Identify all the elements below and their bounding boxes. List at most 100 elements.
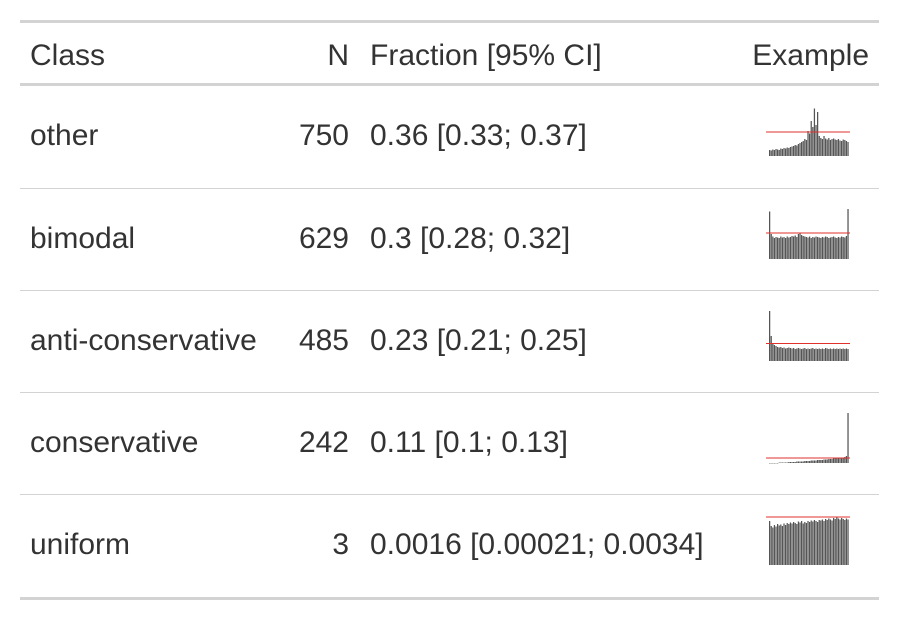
n-cell: 485: [298, 324, 349, 357]
histogram-bar: [769, 311, 771, 361]
header-n: N: [327, 39, 349, 72]
histogram-bar: [829, 519, 832, 565]
histogram-bar: [836, 458, 838, 463]
histogram-bar: [841, 458, 843, 463]
histogram-bar: [802, 523, 804, 565]
histogram-bar: [797, 348, 800, 361]
histogram-bar: [820, 460, 822, 463]
histogram-bar: [821, 519, 824, 565]
histogram-bar: [802, 348, 804, 361]
histogram-bar: [799, 233, 801, 259]
histogram-bar: [780, 347, 782, 361]
n-cell: 750: [298, 119, 349, 152]
histogram-bar: [791, 236, 793, 259]
histogram-bar: [799, 348, 801, 361]
histogram-bar: [810, 121, 812, 156]
histogram-bar: [834, 139, 836, 156]
histogram-bar: [847, 413, 849, 463]
fraction-cell: 0.3 [0.28; 0.32]: [370, 222, 571, 255]
example-histogram: [766, 108, 850, 156]
histogram-bar: [804, 522, 806, 565]
histogram-bar: [812, 521, 814, 565]
row-divider: [20, 290, 879, 291]
histogram-bar: [802, 236, 804, 259]
histogram-bar: [810, 520, 812, 565]
histogram-bar: [781, 348, 784, 361]
histogram-bar: [826, 237, 828, 259]
histogram-bar: [845, 236, 848, 259]
n-cell: 3: [332, 528, 349, 561]
histogram-bar: [773, 238, 776, 259]
class-cell: anti-conservative: [30, 324, 257, 357]
histogram-bar: [773, 345, 776, 361]
example-histogram: [766, 311, 850, 361]
histogram-bar: [831, 459, 833, 463]
histogram-bar: [773, 150, 776, 156]
histogram-bar: [829, 140, 832, 156]
histogram-bar: [845, 456, 848, 463]
histogram-bar: [847, 142, 849, 156]
histogram-bar: [844, 237, 846, 259]
histogram-bar: [788, 347, 790, 361]
histogram-bar: [828, 238, 830, 259]
fraction-cell: 0.36 [0.33; 0.37]: [370, 119, 587, 152]
histogram-bar: [837, 237, 840, 259]
histogram-bar: [783, 237, 785, 259]
histogram-bar: [823, 459, 825, 463]
histogram-bar: [804, 348, 806, 361]
histogram-bar: [813, 349, 816, 361]
histogram-bar: [833, 348, 835, 361]
table-row: other 750 0.36 [0.33; 0.37]: [20, 86, 879, 188]
histogram-bar: [842, 457, 844, 463]
histogram-bar: [780, 148, 782, 156]
histogram-bar: [807, 237, 809, 259]
histogram-bar: [825, 459, 827, 463]
histogram-bar: [772, 236, 774, 259]
histogram-bar: [821, 237, 824, 259]
histogram-bar: [786, 462, 788, 463]
histogram-bar: [785, 148, 787, 156]
histogram-bar: [778, 150, 780, 156]
row-divider: [20, 494, 879, 495]
example-histogram: [766, 413, 850, 464]
histogram-bar: [797, 144, 800, 156]
histogram-bar: [775, 237, 777, 259]
histogram-bar: [775, 149, 777, 156]
histogram-bar: [807, 461, 809, 463]
histogram-bar: [810, 348, 812, 361]
histogram-bar: [773, 525, 776, 565]
histogram-bar: [794, 235, 796, 259]
histogram-bar: [815, 236, 817, 259]
table-row: bimodal 629 0.3 [0.28; 0.32]: [20, 189, 879, 291]
histogram-bar: [794, 349, 796, 361]
histogram-bar: [786, 348, 788, 361]
histogram-bar: [805, 349, 808, 361]
histogram-bar: [839, 519, 841, 565]
class-cell: conservative: [30, 426, 199, 459]
histogram-bar: [825, 348, 827, 361]
histogram-bar: [823, 521, 825, 565]
histogram-bar: [833, 138, 835, 156]
header-class: Class: [30, 39, 106, 72]
histogram-bar: [785, 462, 787, 463]
histogram-bar: [825, 138, 827, 156]
row-divider: [20, 188, 879, 189]
histogram-bar: [815, 460, 817, 463]
histogram-bar: [789, 522, 792, 565]
histogram-bar: [789, 348, 792, 361]
histogram-bar: [799, 522, 801, 565]
histogram-bar: [837, 458, 840, 463]
histogram-bar: [810, 460, 812, 463]
histogram-bar: [847, 349, 849, 361]
histogram-bar: [781, 149, 784, 156]
histogram-bar: [826, 459, 828, 463]
histogram-bar: [841, 349, 843, 361]
histogram-bar: [825, 236, 827, 259]
histogram-bar: [777, 347, 779, 361]
histogram-bar: [826, 348, 828, 361]
histogram-bar: [833, 236, 835, 259]
fraction-cell: 0.11 [0.1; 0.13]: [370, 426, 568, 459]
fraction-cell: 0.0016 [0.00021; 0.0034]: [370, 528, 704, 561]
histogram-bar: [801, 142, 803, 156]
histogram-bar: [813, 237, 816, 259]
